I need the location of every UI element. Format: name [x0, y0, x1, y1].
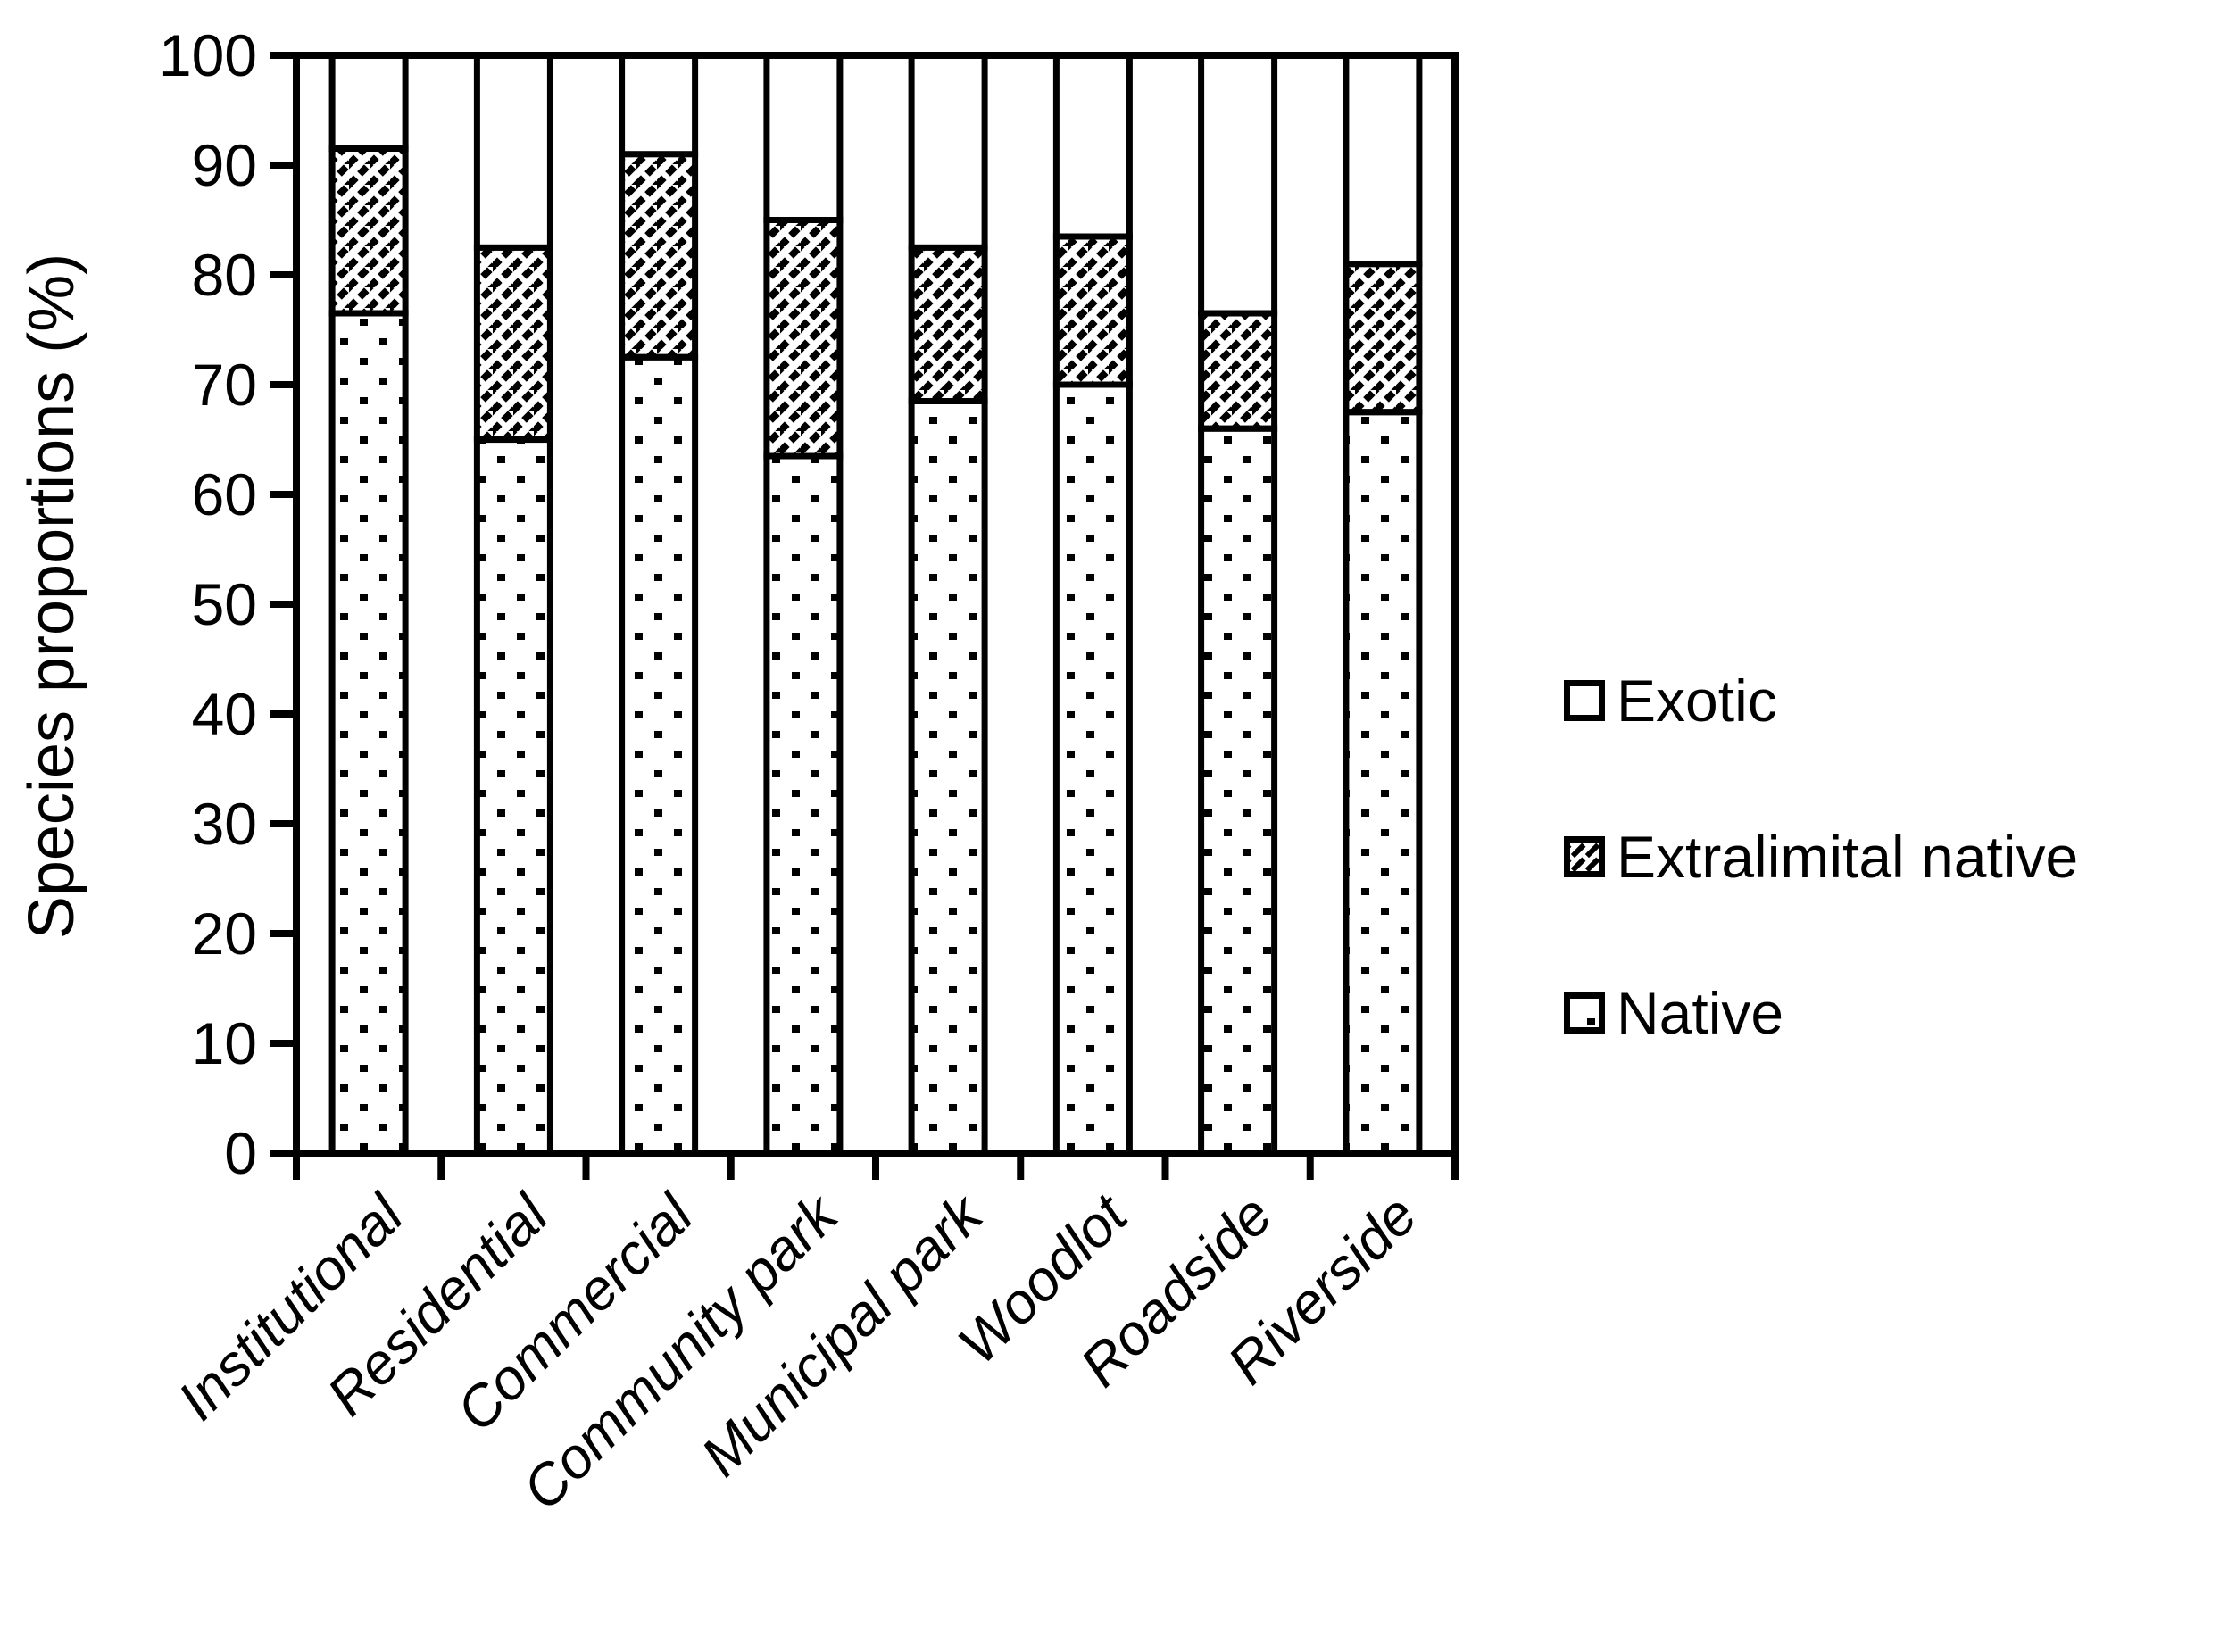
- bar-segment-hatch: [619, 151, 699, 361]
- axes-layer: [270, 52, 1459, 1180]
- bar-segment-plain: [763, 52, 844, 223]
- y-tick-label: 90: [192, 132, 257, 198]
- y-tick-label: 40: [192, 681, 257, 747]
- bar-segment-hatch: [1198, 310, 1278, 432]
- legend-label: Native: [1617, 980, 1784, 1046]
- bar-segment-hatch: [908, 244, 988, 404]
- legend-marker-dots-icon: [1564, 992, 1605, 1034]
- bar-segment-dots: [1198, 425, 1278, 1157]
- bar-segment-dots: [1052, 381, 1133, 1157]
- y-tick-label: 80: [192, 242, 257, 308]
- bar-segment-dots: [1343, 409, 1423, 1157]
- legend-label: Extralimital native: [1617, 824, 2079, 890]
- bar-segment-hatch: [473, 244, 553, 444]
- bar-segment-plain: [908, 52, 988, 251]
- bar-segment-dots: [328, 310, 409, 1157]
- legend-item-exotic: Exotic: [1564, 667, 2078, 735]
- y-tick-label: 20: [192, 901, 257, 967]
- bar-segment-plain: [328, 52, 409, 152]
- y-tick-label: 70: [192, 352, 257, 418]
- y-tick-label: 30: [192, 791, 257, 857]
- bar-segment-hatch: [1052, 233, 1133, 388]
- bar-segment-dots: [473, 436, 553, 1157]
- bar-segment-dots: [763, 452, 844, 1157]
- bar-segment-hatch: [1343, 261, 1423, 416]
- bar-segment-dots: [908, 398, 988, 1157]
- bars-layer: [328, 52, 1423, 1157]
- y-tick-label: 0: [224, 1120, 257, 1186]
- y-tick-label: 100: [159, 22, 257, 88]
- bar-segment-plain: [1052, 52, 1133, 240]
- legend-label: Exotic: [1617, 668, 1777, 734]
- bar-segment-hatch: [763, 217, 844, 460]
- bar-segment-hatch: [328, 145, 409, 317]
- bar-segment-dots: [619, 353, 699, 1157]
- legend-item-native: Native: [1564, 979, 2078, 1047]
- bar-segment-plain: [619, 52, 699, 158]
- y-tick-label: 60: [192, 461, 257, 527]
- bar-segment-plain: [1198, 52, 1278, 317]
- bar-segment-plain: [473, 52, 553, 251]
- y-tick-label: 50: [192, 571, 257, 637]
- legend-item-extralimital-native: Extralimital native: [1564, 823, 2078, 891]
- legend-marker-hatch-icon: [1564, 836, 1605, 877]
- legend: Exotic Extralimital native Native: [1564, 667, 2078, 1047]
- bar-segment-plain: [1343, 52, 1423, 268]
- y-axis-title: Species proportions (%): [16, 253, 87, 940]
- y-tick-label: 10: [192, 1010, 257, 1076]
- legend-marker-plain-icon: [1564, 680, 1605, 721]
